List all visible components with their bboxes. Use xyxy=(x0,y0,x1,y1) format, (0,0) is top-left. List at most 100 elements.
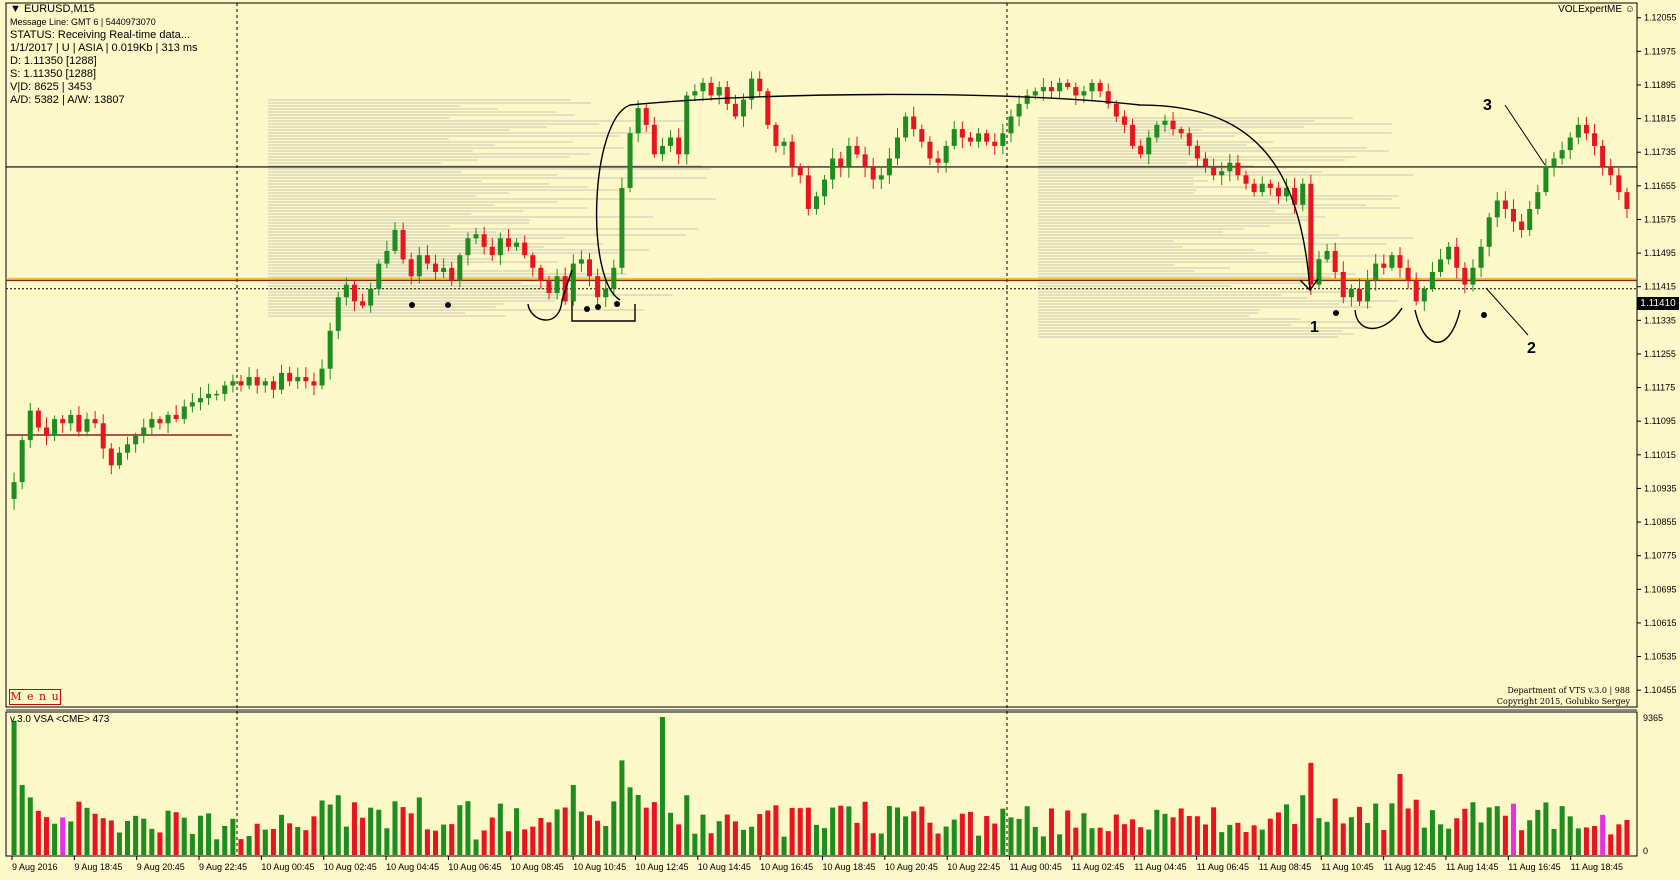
volume-bar xyxy=(886,805,892,855)
volume-bar xyxy=(1130,819,1136,855)
volume-bar xyxy=(789,807,795,855)
x-tick-label: 11 Aug 08:45 xyxy=(1259,862,1311,872)
y-tick-label: 1.10695 xyxy=(1644,584,1677,594)
volume-bar xyxy=(749,826,755,855)
volume-bar xyxy=(684,795,690,855)
candle-body xyxy=(1405,267,1411,281)
symbol-title[interactable]: ▼ EURUSD,M15 xyxy=(10,3,95,15)
hand-drawn-hook xyxy=(527,269,573,321)
pivot-dot xyxy=(584,306,590,312)
volume-panel-frame xyxy=(5,711,1638,857)
volume-bar xyxy=(279,814,285,855)
x-tick-label: 11 Aug 12:45 xyxy=(1384,862,1436,872)
candle-body xyxy=(740,99,747,117)
volume-bar xyxy=(546,822,552,855)
candle-body xyxy=(1065,82,1071,88)
candle-body xyxy=(1000,133,1006,146)
volume-bar xyxy=(1178,808,1184,855)
vd-line: V|D: 8625 | 3453 xyxy=(10,81,93,93)
x-tick-label: 10 Aug 20:45 xyxy=(885,862,938,872)
volume-bar xyxy=(1446,828,1452,855)
x-tick-label: 11 Aug 06:45 xyxy=(1197,862,1249,872)
candle-body xyxy=(1356,288,1362,302)
volume-bar xyxy=(1502,815,1508,855)
volume-bar xyxy=(1478,822,1484,855)
vsa-label: v.3.0 VSA <CME> 473 xyxy=(10,714,110,725)
volume-bar xyxy=(19,785,25,855)
volume-bar xyxy=(611,801,617,855)
volume-bar xyxy=(1454,818,1460,855)
candle-body xyxy=(1146,137,1152,155)
pivot-dot xyxy=(1333,310,1339,316)
volume-bar xyxy=(254,823,260,855)
y-tick-label: 1.10775 xyxy=(1644,551,1677,561)
x-tick-label: 11 Aug 02:45 xyxy=(1072,862,1124,872)
candle-body xyxy=(1243,175,1249,184)
message-line: Message Line: GMT 6 | 5440973070 xyxy=(10,17,156,27)
candle-body xyxy=(1235,162,1241,176)
volume-bar xyxy=(1292,823,1298,855)
candle-body xyxy=(878,175,884,180)
volume-bar xyxy=(943,826,949,855)
volume-bar xyxy=(1389,803,1395,855)
volume-bar xyxy=(935,833,941,855)
volume-bar xyxy=(846,806,852,855)
credit-line-2: Copyright 2015, Golubko Sergey xyxy=(1496,697,1630,706)
volume-bar xyxy=(76,801,82,855)
volume-bar xyxy=(797,808,803,855)
candle-body xyxy=(684,95,690,155)
candle-body xyxy=(1575,124,1581,138)
volume-bar xyxy=(52,823,58,855)
volume-bar xyxy=(894,807,901,855)
candle-body xyxy=(870,166,876,180)
volume-bar xyxy=(586,815,593,855)
volume-bar xyxy=(1421,827,1427,855)
pivot-dot xyxy=(595,304,601,310)
candle-body xyxy=(457,255,463,281)
volume-bar xyxy=(1551,828,1557,855)
volume-bar xyxy=(1559,806,1565,855)
candle-body xyxy=(578,259,584,264)
candle-body xyxy=(43,427,49,436)
menu-button[interactable]: M e n u xyxy=(9,689,61,705)
candle-body xyxy=(716,87,722,96)
volume-bar xyxy=(1470,802,1476,855)
expert-label[interactable]: VOLExpertME ☺ xyxy=(1558,4,1635,15)
y-tick-label: 1.11095 xyxy=(1644,416,1676,426)
volume-bar xyxy=(1332,798,1338,855)
credit-line-1: Department of VTS v.3.0 | 988 xyxy=(1507,686,1630,695)
candle-body xyxy=(327,330,333,369)
volume-bar xyxy=(1040,836,1046,855)
volume-bar xyxy=(441,824,447,855)
volume-bar xyxy=(295,827,301,855)
candle-body xyxy=(1194,145,1200,159)
volume-bar xyxy=(1567,816,1573,855)
candle-body xyxy=(360,301,366,306)
volume-bar xyxy=(416,797,422,855)
volume-bar xyxy=(189,833,195,855)
candle-body xyxy=(254,377,260,386)
volume-bar xyxy=(424,829,430,855)
candle-body xyxy=(676,137,682,155)
volume-bar xyxy=(457,805,463,855)
volume-bar xyxy=(287,823,293,855)
y-tick-label: 1.11335 xyxy=(1644,315,1676,325)
candle-body xyxy=(481,234,487,247)
hand-drawn-arrow xyxy=(1299,278,1319,292)
volume-bar xyxy=(449,824,455,855)
x-tick-label: 9 Aug 22:45 xyxy=(199,862,247,872)
candle-body xyxy=(1324,250,1330,260)
volume-bar xyxy=(222,825,228,855)
volume-bar xyxy=(505,831,511,855)
x-tick-label: 10 Aug 12:45 xyxy=(635,862,688,872)
volume-bar xyxy=(1284,804,1290,855)
candle-body xyxy=(1421,288,1427,302)
current-price-label: 1.11410 xyxy=(1637,297,1679,310)
x-tick-label: 10 Aug 10:45 xyxy=(573,862,626,872)
y-tick-label: 1.10455 xyxy=(1644,685,1677,695)
candle-body xyxy=(1316,259,1322,285)
candle-body xyxy=(668,137,674,146)
volume-bar xyxy=(1616,824,1622,855)
